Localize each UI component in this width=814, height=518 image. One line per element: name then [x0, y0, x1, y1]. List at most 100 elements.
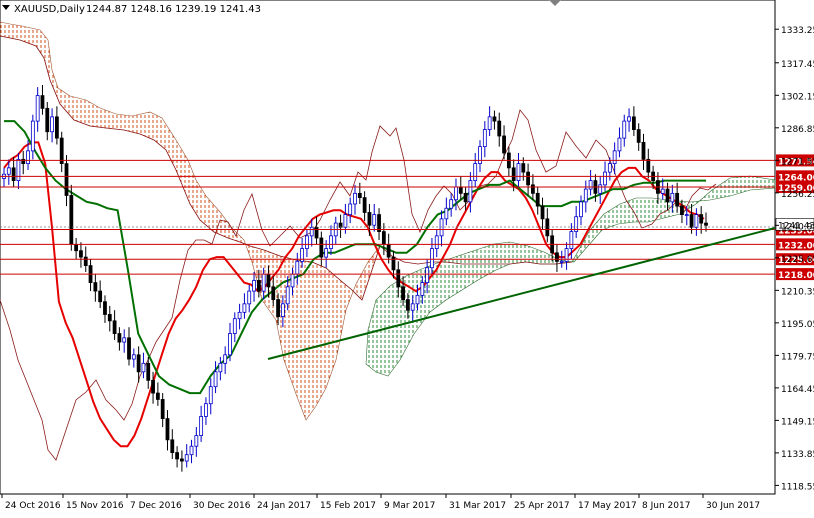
x-tick-label: 30 Dec 2016 — [193, 501, 251, 511]
candle-body — [694, 214, 699, 228]
candle-body — [636, 129, 641, 143]
trendline[interactable] — [267, 227, 776, 360]
candle-body — [131, 354, 136, 360]
chart-shift-icon[interactable] — [549, 0, 561, 6]
candle-body — [59, 137, 64, 165]
candle-body — [478, 146, 482, 165]
x-tick-label: 24 Jan 2017 — [257, 501, 311, 511]
ohlc-label: 1244.87 1248.16 1239.19 1241.43 — [86, 4, 261, 15]
candle-body — [261, 273, 266, 292]
y-tick-label: 1302.15 — [781, 92, 814, 102]
candle-body — [704, 222, 708, 226]
candle-body — [631, 116, 636, 131]
candle-body — [136, 354, 141, 373]
candle-body — [607, 163, 612, 173]
current-price-label: 1241.43 — [778, 221, 814, 231]
candle-body — [64, 163, 69, 196]
candle-body — [16, 158, 21, 182]
y-tick-label: 1118.55 — [781, 482, 814, 492]
candle-body — [583, 188, 588, 203]
candle-body — [98, 290, 103, 303]
level-label: 1239.00 — [778, 226, 814, 236]
candle-body — [343, 214, 348, 228]
candle-body — [232, 318, 237, 334]
candle-body — [511, 167, 516, 182]
candle-body — [141, 362, 146, 373]
candle-body — [396, 269, 401, 288]
candle-body — [574, 216, 579, 232]
candle-body — [79, 250, 83, 258]
level-tag — [776, 253, 814, 266]
candle-body — [300, 248, 305, 262]
y-tick-label: 1210.35 — [781, 287, 814, 297]
level-tag — [776, 238, 814, 251]
level-label: 1232.00 — [778, 241, 814, 251]
horizontal-levels: 1271.50 1264.001259.00 1239.00 1232.00 1225.… — [0, 154, 814, 281]
candle-body — [588, 180, 593, 190]
level-label: 1225.00 — [778, 256, 814, 266]
candle-body — [242, 303, 247, 313]
candle-body — [146, 362, 151, 381]
candle-body — [324, 248, 329, 258]
candle-body — [319, 237, 324, 258]
candle-body — [699, 214, 704, 224]
candle-body — [627, 116, 631, 122]
candle-body — [218, 362, 223, 373]
cloud-bullish-area — [365, 175, 776, 377]
candle-body — [247, 290, 252, 305]
candle-body — [444, 207, 449, 220]
candle-body — [50, 116, 54, 133]
candle-body — [497, 120, 502, 137]
candle-body — [117, 333, 122, 343]
candlesticks — [2, 84, 708, 472]
candle-body — [30, 120, 35, 152]
candle-body — [502, 135, 506, 154]
senkou-span-b-line — [0, 35, 573, 301]
candle-body — [569, 231, 574, 249]
candle-body — [473, 163, 478, 182]
candle-body — [660, 188, 665, 194]
candle-body — [170, 439, 175, 453]
tenkan-sen-line — [3, 141, 705, 448]
candle-body — [559, 260, 564, 263]
y-tick-label: 1164.45 — [781, 385, 814, 395]
candle-body — [223, 354, 228, 364]
candle-body — [305, 235, 309, 249]
candle-body — [684, 214, 689, 216]
candle-body — [199, 416, 204, 436]
level-label: 1271.50 — [778, 157, 814, 167]
candle-body — [208, 386, 213, 405]
candle-body — [454, 186, 458, 201]
candle-body — [564, 248, 569, 262]
candle-body — [184, 454, 189, 462]
candle-body — [531, 184, 535, 194]
candle-body — [603, 171, 607, 186]
candle-body — [665, 188, 670, 203]
candle-body — [401, 286, 405, 300]
candle-body — [415, 294, 420, 305]
x-tick-label: 9 Mar 2017 — [384, 501, 435, 511]
candle-body — [458, 186, 463, 194]
candle-body — [367, 212, 372, 226]
candle-body — [11, 167, 16, 182]
candle-body — [689, 214, 694, 228]
dropdown-arrow-icon[interactable] — [2, 5, 10, 10]
level-tag — [776, 268, 814, 281]
x-tick-label: 31 Mar 2017 — [449, 501, 506, 511]
candle-body — [598, 184, 603, 194]
y-tick-label: 1240.95 — [781, 222, 814, 232]
candle-body — [83, 256, 88, 266]
x-tick-label: 7 Dec 2016 — [130, 501, 182, 511]
candle-body — [675, 192, 680, 207]
candle-body — [670, 192, 675, 203]
candle-body — [266, 273, 271, 288]
y-tick-label: 1286.85 — [781, 125, 814, 135]
candle-body — [434, 235, 439, 249]
candle-body — [280, 303, 285, 317]
x-axis: 24 Oct 2016 15 Nov 2016 7 Dec 2016 30 Dec 2… — [1, 494, 760, 511]
candle-body — [175, 452, 179, 460]
candle-body — [449, 199, 454, 209]
candle-body — [622, 120, 627, 139]
candle-body — [35, 95, 40, 122]
